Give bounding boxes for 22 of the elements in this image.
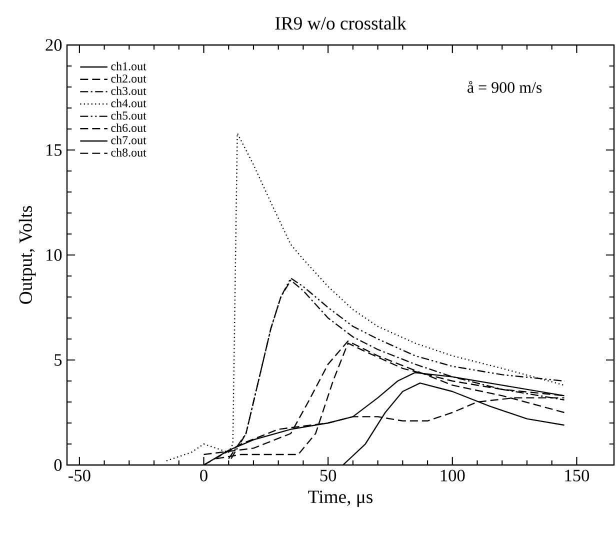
legend-label: ch5.out <box>111 111 146 120</box>
chart-title: IR9 w/o crosstalk <box>275 16 406 30</box>
y-tick-label: 20 <box>46 39 62 51</box>
x-tick-label: -50 <box>68 470 90 482</box>
legend-label: ch6.out <box>111 124 146 132</box>
x-axis-title: Time, μs <box>308 490 372 507</box>
y-axis-title: Output, Volts <box>18 206 36 304</box>
y-tick-label: 10 <box>46 249 62 261</box>
annotation: å = 900 m/s <box>468 81 542 93</box>
y-tick-label: 15 <box>46 144 62 156</box>
legend-label: ch1.out <box>111 62 146 70</box>
legend-label: ch3.out <box>111 86 146 96</box>
x-tick-label: 100 <box>440 470 465 482</box>
legend-label: ch2.out <box>111 74 146 83</box>
legend-label: ch4.out <box>111 98 146 108</box>
y-tick-label: 0 <box>54 459 62 471</box>
x-tick-label: 150 <box>565 470 590 482</box>
legend-label: ch7.out <box>111 136 146 144</box>
x-tick-label: 50 <box>320 470 336 482</box>
legend-label: ch8.out <box>111 148 146 157</box>
x-tick-label: 0 <box>200 470 208 482</box>
y-tick-label: 5 <box>54 354 62 366</box>
